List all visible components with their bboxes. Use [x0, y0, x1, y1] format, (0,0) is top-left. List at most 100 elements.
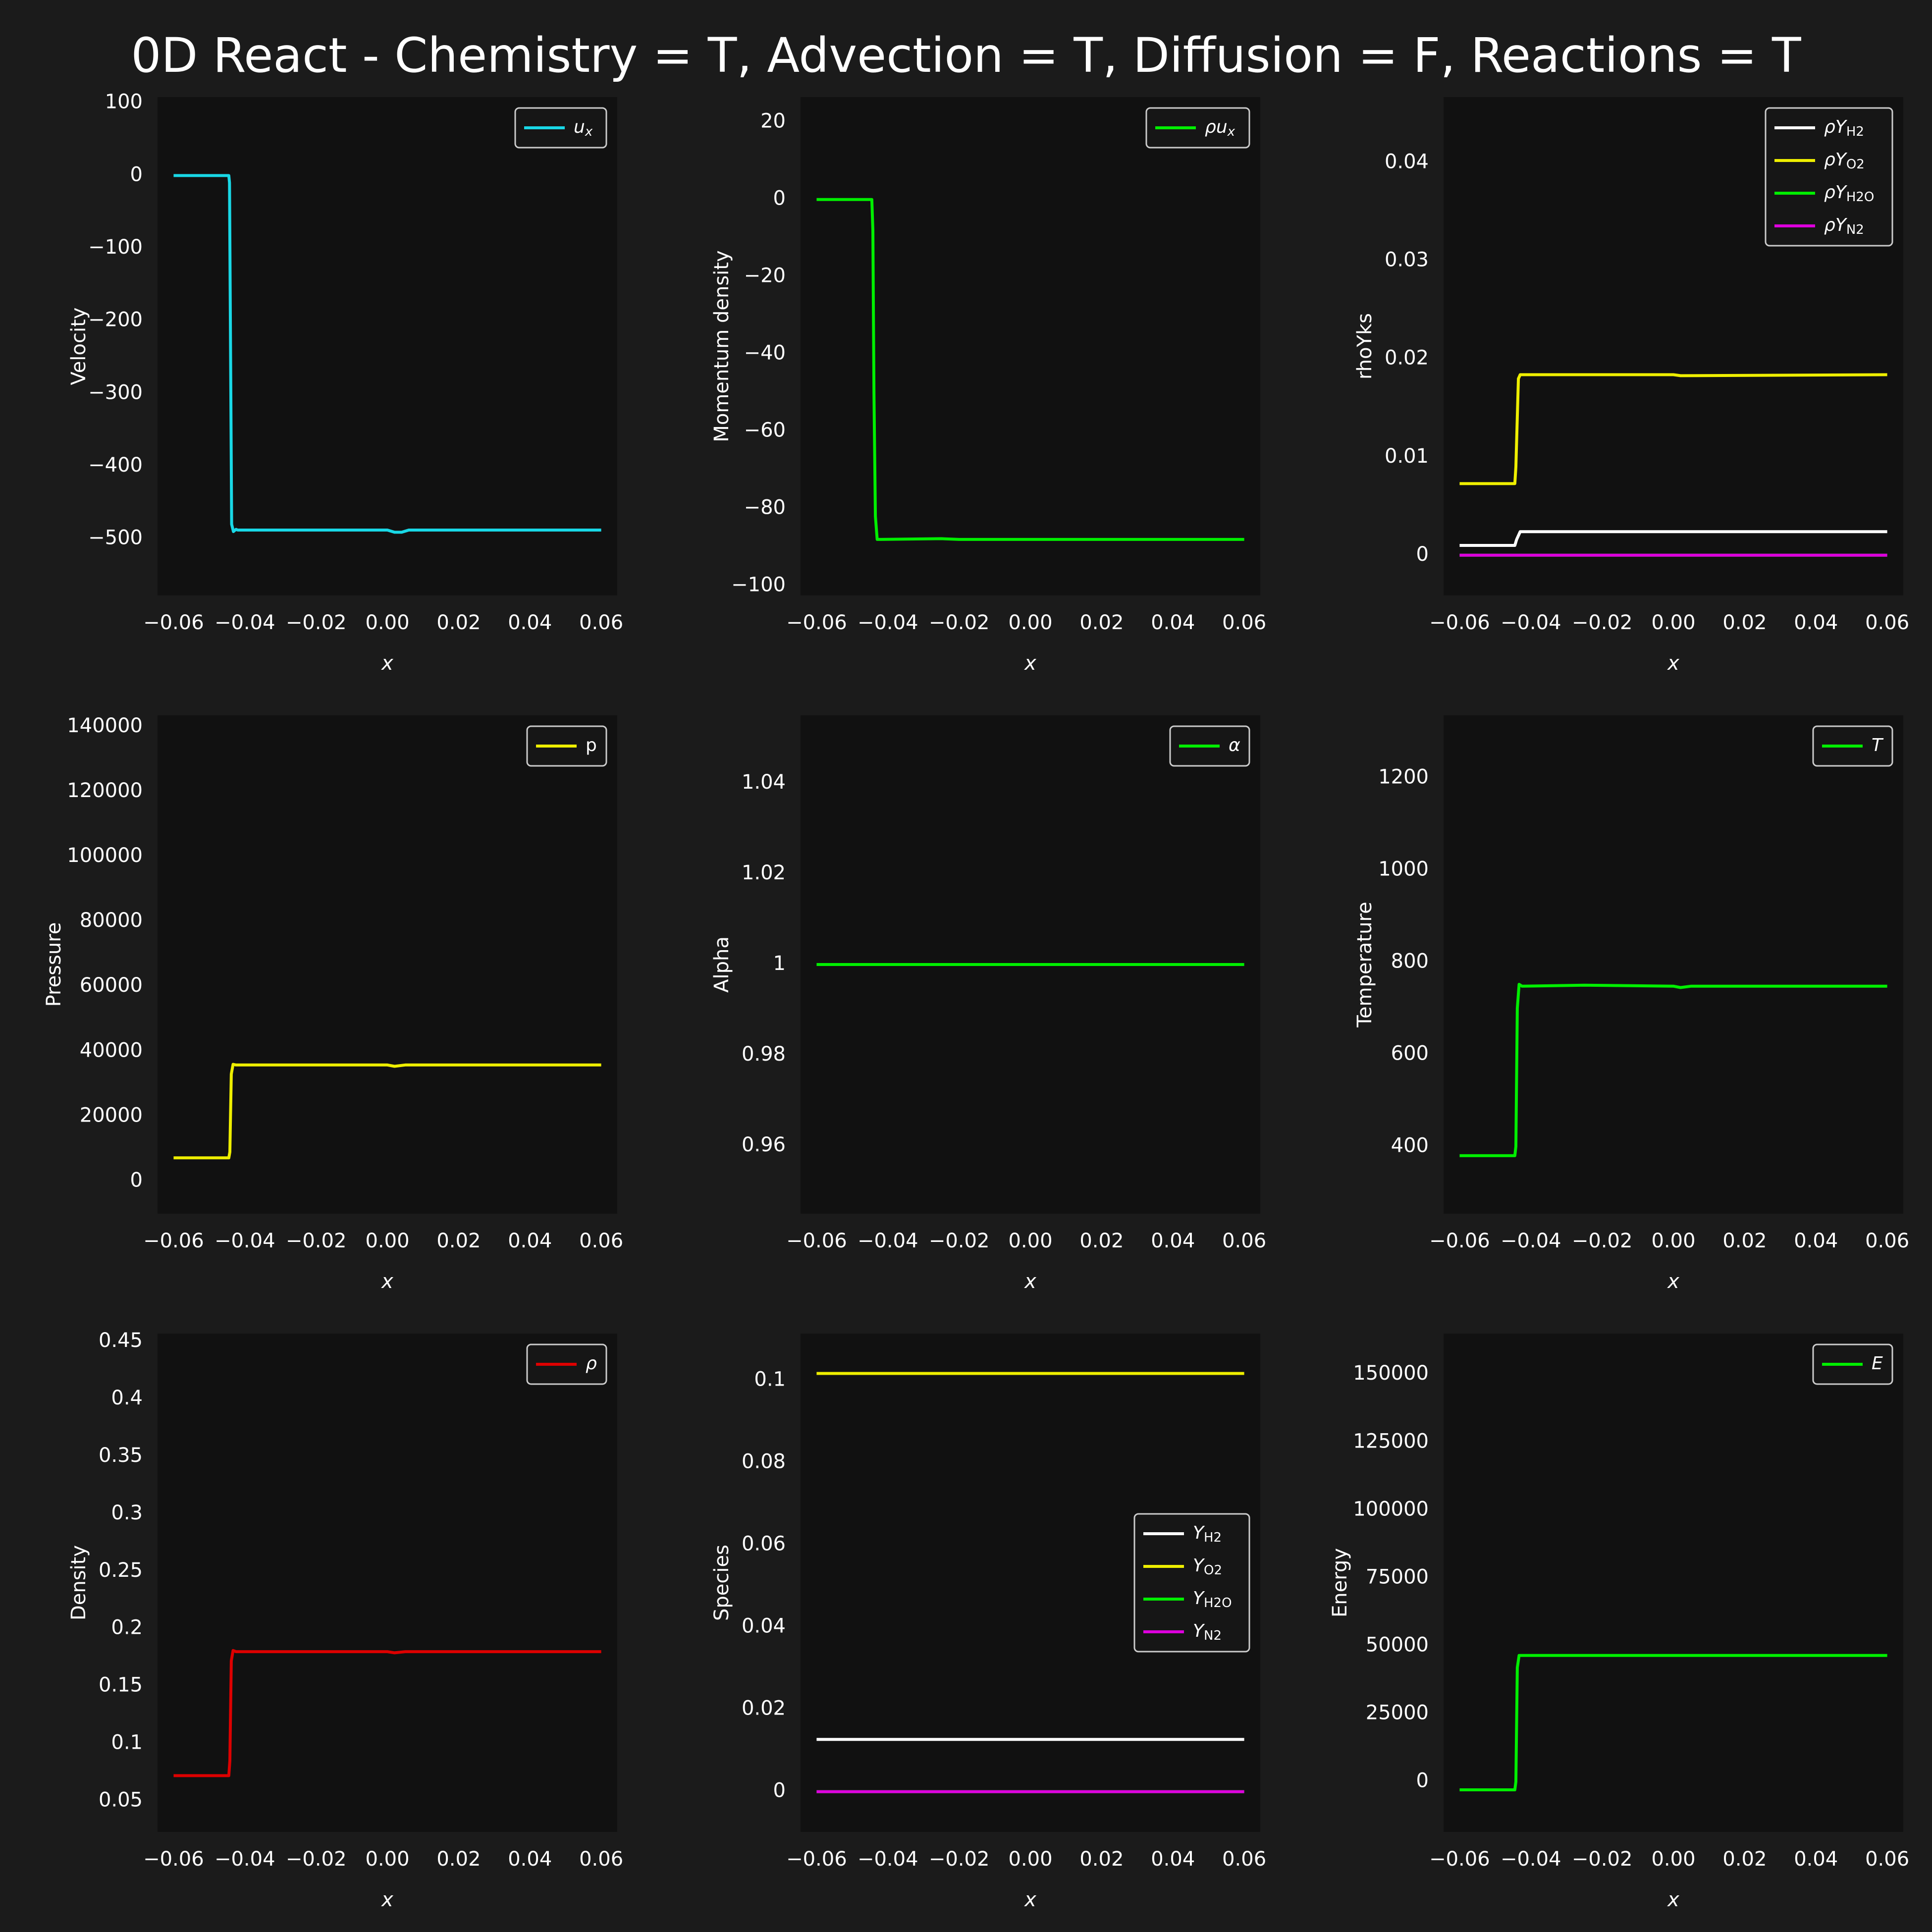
legend-label: α	[1229, 735, 1240, 755]
series-line-yh2	[1459, 530, 1887, 547]
subplot-temperature: −0.06 −0.04 −0.02 0.00 0.02 0.04 0.06 1200 1000 8…	[1353, 715, 1909, 1293]
x-tick-label: 0.04	[1794, 1848, 1838, 1871]
x-tick-label: 0.02	[1722, 1848, 1767, 1871]
x-tick-label: −0.06	[1429, 1848, 1490, 1871]
x-tick-label: 0.00	[365, 1848, 409, 1871]
legend-label: ρux	[1205, 117, 1235, 139]
y-tick-label: 0.3	[111, 1502, 143, 1524]
y-tick-label: 80000	[80, 909, 143, 932]
y-tick-label: 0.06	[742, 1533, 786, 1556]
x-tick-label: −0.04	[1501, 1848, 1561, 1871]
y-tick-label: −40	[744, 342, 786, 365]
x-tick-label: 0.00	[1651, 1230, 1695, 1252]
x-tick-label: 0.04	[1151, 611, 1195, 634]
y-tick-label: 0.45	[99, 1329, 143, 1352]
series-line-	[173, 1649, 601, 1777]
x-tick-label: 0.06	[1865, 1848, 1909, 1871]
x-axis-label: x	[380, 1270, 393, 1293]
subplot-rhoyks: −0.06 −0.04 −0.02 0.00 0.02 0.04 0.06 0.04 0.03 0…	[1353, 97, 1909, 675]
x-tick-label: −0.06	[786, 611, 847, 634]
legend-label: YN2	[1193, 1621, 1222, 1643]
y-tick-label: 1000	[1378, 858, 1429, 880]
subplot-velocity: −0.06 −0.04 −0.02 0.00 0.02 0.04 0.06 100 0 −100 −…	[67, 91, 623, 675]
y-tick-label: 0.01	[1385, 445, 1429, 468]
y-tick-label: 150000	[1353, 1362, 1429, 1385]
x-tick-label: −0.04	[215, 1230, 275, 1252]
series-line-ux	[816, 198, 1244, 541]
legend-label: E	[1872, 1353, 1883, 1374]
series-line-ux	[173, 174, 601, 534]
subplot-momentum-density: −0.06 −0.04 −0.02 0.00 0.02 0.04 0.06 20 0 −20 −40…	[710, 97, 1266, 675]
x-tick-label: −0.04	[1501, 1230, 1561, 1252]
legend-label: ux	[574, 117, 593, 139]
plot-area	[158, 97, 617, 595]
subplot-pressure: −0.06 −0.04 −0.02 0.00 0.02 0.04 0.06 140000 120…	[43, 714, 623, 1293]
x-tick-label: −0.06	[1429, 611, 1490, 634]
x-axis-label: x	[1023, 1888, 1036, 1911]
x-tick-label: −0.02	[286, 1848, 347, 1871]
x-tick-label: 0.04	[508, 1848, 552, 1871]
x-axis-label: x	[1023, 652, 1036, 675]
y-tick-label: 0	[1416, 543, 1429, 566]
x-tick-label: 0.06	[1865, 1230, 1909, 1252]
x-tick-label: −0.06	[143, 611, 204, 634]
y-axis-label: rhoYks	[1353, 313, 1376, 379]
x-tick-label: 0.02	[1079, 1848, 1124, 1871]
x-tick-label: 0.06	[1222, 1848, 1266, 1871]
subplot-grid: −0.06 −0.04 −0.02 0.00 0.02 0.04 0.061000−100−…	[43, 91, 1909, 1911]
x-tick-label: −0.02	[286, 611, 347, 634]
x-tick-label: −0.06	[143, 1230, 204, 1252]
plot-area	[1444, 1334, 1903, 1832]
y-axis-label: Pressure	[43, 922, 65, 1007]
x-tick-label: 0.02	[1079, 611, 1124, 634]
legend: ρux	[1145, 107, 1250, 149]
x-tick-label: 0.02	[1079, 1230, 1124, 1252]
x-axis-label: x	[1666, 1270, 1679, 1293]
x-tick-label: 0.02	[1722, 611, 1767, 634]
y-tick-label: 0.35	[99, 1444, 143, 1467]
subplot-density: −0.06 −0.04 −0.02 0.00 0.02 0.04 0.06 0.45 0.4 0.…	[67, 1329, 623, 1911]
legend-frame	[1145, 107, 1250, 149]
series-line-t	[1459, 983, 1887, 1157]
y-tick-label: 0.98	[742, 1043, 786, 1066]
y-tick-label: 0.04	[1385, 151, 1429, 173]
x-axis-label: x	[1023, 1270, 1036, 1293]
legend-label: YH2O	[1193, 1588, 1232, 1610]
x-axis-label: x	[380, 652, 393, 675]
y-tick-label: 0.1	[754, 1368, 786, 1391]
y-tick-label: −400	[88, 454, 143, 477]
subplot-species: −0.06 −0.04 −0.02 0.00 0.02 0.04 0.06 0.1 0.08 0.…	[710, 1334, 1266, 1911]
legend-frame	[1133, 1513, 1250, 1653]
legend: E	[1812, 1343, 1893, 1385]
plot-area	[801, 97, 1260, 595]
y-tick-label: −100	[731, 574, 786, 596]
y-tick-label: 1200	[1378, 765, 1429, 788]
x-tick-label: −0.02	[1572, 1230, 1633, 1252]
y-tick-label: 140000	[67, 714, 143, 737]
x-tick-label: −0.02	[929, 1848, 990, 1871]
series-line-p	[173, 1063, 601, 1160]
y-tick-label: −80	[744, 496, 786, 519]
x-tick-label: 0.04	[1151, 1848, 1195, 1871]
legend-label: ρYH2	[1824, 117, 1864, 139]
y-tick-label: 600	[1391, 1042, 1429, 1065]
x-tick-label: −0.02	[929, 1230, 990, 1252]
y-tick-label: 1.02	[742, 861, 786, 884]
y-tick-label: 0.15	[99, 1674, 143, 1697]
y-tick-label: 20	[760, 110, 786, 133]
x-tick-label: −0.06	[1429, 1230, 1490, 1252]
y-tick-label: 0.2	[111, 1616, 143, 1639]
y-tick-label: 0.04	[742, 1615, 786, 1638]
y-tick-label: 100000	[67, 844, 143, 867]
y-tick-label: 0.03	[1385, 249, 1429, 271]
y-tick-label: 40000	[80, 1039, 143, 1062]
x-tick-label: 0.04	[1151, 1230, 1195, 1252]
x-tick-label: 0.04	[508, 1230, 552, 1252]
x-tick-label: 0.02	[1722, 1230, 1767, 1252]
y-tick-label: 0	[130, 163, 143, 186]
x-tick-label: −0.02	[1572, 1848, 1633, 1871]
legend: α	[1169, 725, 1250, 767]
y-tick-label: 20000	[80, 1104, 143, 1127]
y-tick-label: 0.02	[1385, 347, 1429, 370]
y-tick-label: 100000	[1353, 1498, 1429, 1520]
